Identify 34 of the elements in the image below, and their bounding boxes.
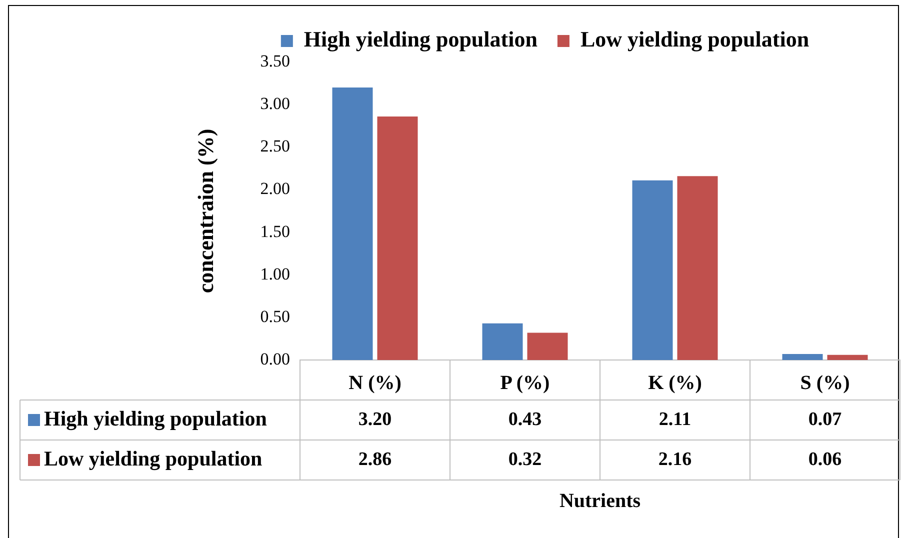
bar — [632, 180, 673, 360]
y-tick-label: 0.00 — [260, 349, 290, 368]
bar — [332, 88, 373, 360]
y-tick-label: 2.00 — [260, 179, 290, 198]
legend-label: High yielding population — [304, 26, 538, 52]
data-label: 2.11 — [658, 408, 692, 430]
data-label: 0.06 — [808, 448, 842, 470]
y-tick-label: 0.50 — [260, 306, 290, 326]
bar — [377, 116, 418, 360]
text: High yielding population — [44, 406, 267, 430]
x-tick-label: K (%) — [648, 372, 702, 394]
data-label: 0.32 — [508, 448, 542, 470]
y-tick-label: 3.50 — [260, 51, 290, 70]
bar — [482, 323, 523, 360]
x-tick-label: N (%) — [348, 372, 402, 394]
data-label: 3.20 — [358, 408, 392, 430]
legend-label: Low yielding population — [580, 26, 810, 52]
data-label: 0.43 — [508, 408, 542, 430]
y-axis-title: concentraion (%) — [192, 128, 218, 294]
text: Low yielding population — [44, 446, 262, 470]
bar — [827, 354, 868, 360]
x-tick-label: S (%) — [800, 372, 850, 394]
bar — [677, 176, 718, 360]
data-label: 2.16 — [658, 448, 692, 470]
bar — [782, 354, 823, 360]
y-tick-label: 3.00 — [260, 94, 290, 114]
y-tick-label: 1.50 — [260, 222, 290, 241]
data-label: 2.86 — [358, 448, 392, 470]
data-label: 0.07 — [808, 408, 842, 430]
bar — [527, 332, 568, 360]
x-tick-label: P (%) — [500, 372, 550, 394]
x-axis-title: Nutrients — [559, 490, 641, 512]
y-tick-label: 1.00 — [260, 264, 290, 284]
y-tick-label: 2.50 — [260, 136, 290, 156]
